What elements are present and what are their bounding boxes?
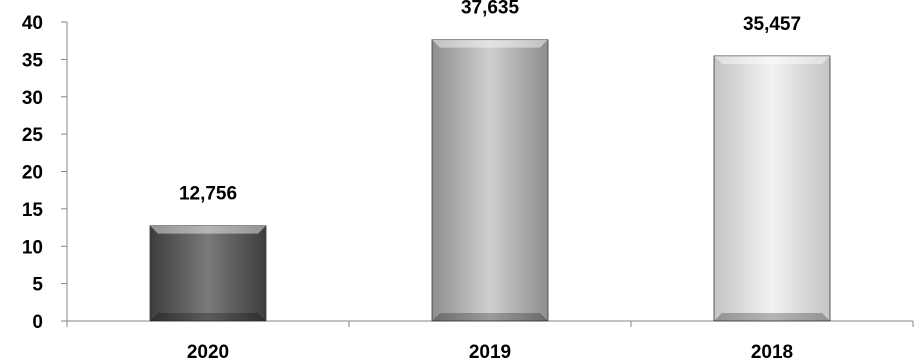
bar-bevel-bottom <box>432 313 548 321</box>
bar-bevel-top <box>432 39 548 48</box>
x-tick-label-2019: 2019 <box>469 342 511 363</box>
bar-body <box>149 225 267 322</box>
bar-2020 <box>149 225 267 322</box>
bar-bevel-bottom <box>150 313 266 321</box>
bar-bevel-bottom <box>714 313 830 321</box>
bar-body <box>431 39 549 322</box>
bar-bevel-top <box>714 55 830 64</box>
data-label-2019: 37,635 <box>461 0 520 19</box>
bar-body <box>713 55 831 322</box>
y-tick-label: 25 <box>22 125 44 146</box>
x-axis: 2020 2019 2018 <box>66 320 914 363</box>
x-tick-label-2018: 2018 <box>751 342 793 363</box>
y-tick-label: 20 <box>22 163 43 184</box>
data-labels: 12,756 37,635 35,457 <box>179 0 801 205</box>
bar-2019 <box>431 39 549 322</box>
bar-bevel-top <box>150 225 266 234</box>
y-tick-label: 5 <box>32 275 43 296</box>
bar-2018 <box>713 55 831 322</box>
y-axis: 0 5 10 15 20 25 30 35 40 <box>22 13 68 333</box>
y-tick-label: 30 <box>22 88 43 109</box>
y-tick-label: 35 <box>22 50 44 71</box>
bars <box>149 39 831 322</box>
y-tick-label: 15 <box>22 200 44 221</box>
data-label-2018: 35,457 <box>743 14 801 35</box>
data-label-2020: 12,756 <box>179 184 237 205</box>
y-tick-label: 0 <box>32 312 43 333</box>
x-tick-label-2020: 2020 <box>187 342 229 363</box>
y-tick-label: 10 <box>22 237 43 258</box>
y-tick-label: 40 <box>22 13 43 34</box>
